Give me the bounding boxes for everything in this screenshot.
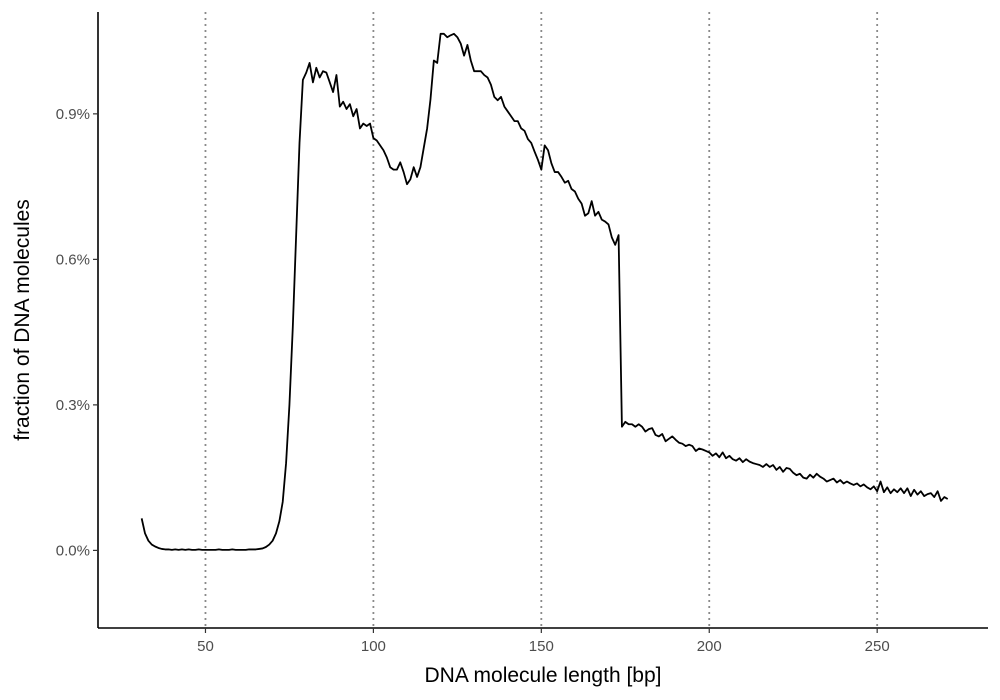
x-axis-title: DNA molecule length [bp]	[425, 664, 662, 687]
y-axis-title: fraction of DNA molecules	[11, 199, 34, 441]
x-axis-ticks: 50 100 150 200 250	[197, 628, 890, 655]
y-tick-label: 0.6%	[56, 251, 90, 268]
x-tick-label: 250	[865, 638, 890, 655]
series-line	[140, 32, 949, 551]
x-tick-label: 150	[529, 638, 554, 655]
y-tick-label: 0.9%	[56, 106, 90, 123]
y-tick-label: 0.3%	[56, 397, 90, 414]
x-tick-label: 100	[361, 638, 386, 655]
y-tick-label: 0.0%	[56, 542, 90, 559]
x-tick-label: 200	[697, 638, 722, 655]
x-tick-label: 50	[197, 638, 214, 655]
vertical-reference-lines	[204, 12, 879, 628]
y-axis-ticks: 0.0% 0.3% 0.6% 0.9%	[56, 106, 98, 559]
